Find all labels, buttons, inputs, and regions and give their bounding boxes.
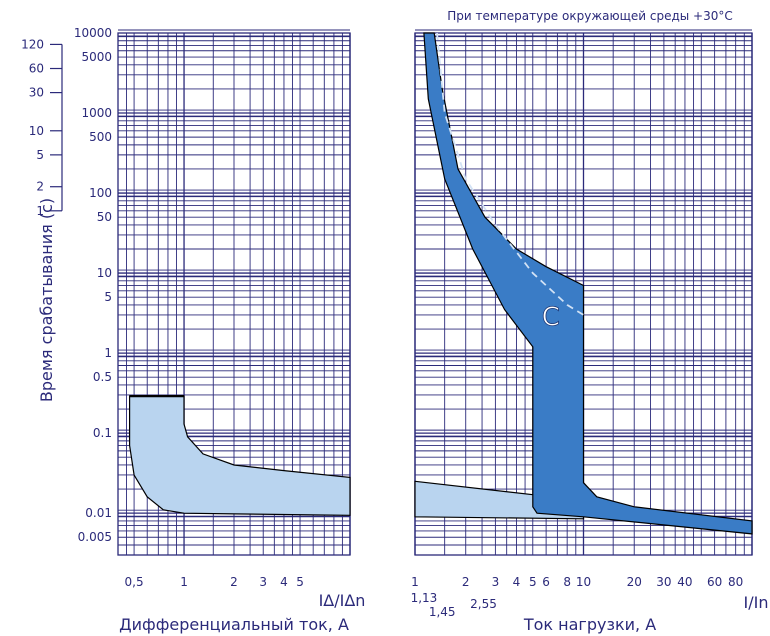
- y-tick-label: 0.1: [93, 426, 112, 440]
- right-x-axis-label: Ток нагрузки, А: [523, 615, 656, 634]
- x-tick-label: 8: [563, 575, 571, 589]
- plot-frame: [414, 32, 753, 556]
- x-tick-label: 5: [529, 575, 537, 589]
- y-tick-label: 1: [104, 346, 112, 360]
- chart-title: При температуре окружающей среды +30°С: [447, 9, 733, 23]
- y-tick-label: 50: [97, 210, 112, 224]
- x-tick-label: 20: [627, 575, 642, 589]
- y-tick-label: 5000: [81, 50, 112, 64]
- y-tick-label: 0.005: [78, 530, 112, 544]
- x-extra-tick-label: 2,55: [470, 597, 497, 611]
- plot-frame: [117, 32, 351, 556]
- x-extra-tick-label: 1,45: [429, 605, 456, 619]
- x-tick-label: 1: [411, 575, 419, 589]
- minute-tick-label: 2: [36, 180, 44, 194]
- x-tick-label: 0,5: [125, 575, 144, 589]
- nominal-curve: [436, 32, 584, 316]
- x-tick-label: 80: [728, 575, 743, 589]
- x-tick-label: 30: [656, 575, 671, 589]
- y-tick-label: 100: [89, 186, 112, 200]
- y-tick-label: 0.5: [93, 370, 112, 384]
- left-x-unit-label: IΔ/IΔn: [319, 591, 366, 610]
- x-tick-label: 10: [576, 575, 591, 589]
- x-tick-label: 40: [677, 575, 692, 589]
- x-tick-label: 3: [259, 575, 267, 589]
- rcd-trip-band: [129, 395, 351, 516]
- minute-tick-label: 60: [29, 62, 44, 76]
- minute-tick-label: 120: [21, 37, 44, 51]
- x-tick-label: 5: [296, 575, 304, 589]
- breaker-c-band: [423, 32, 753, 535]
- minute-tick-label: 10: [29, 124, 44, 138]
- minute-tick-label: 30: [29, 86, 44, 100]
- x-tick-label: 3: [492, 575, 500, 589]
- left-x-axis-label: Дифференциальный ток, А: [119, 615, 349, 634]
- x-tick-label: 60: [707, 575, 722, 589]
- rcd-trip-chart: 10000 5000 1000 500 100 50 10 5 1 0.5 0.1 0.01 0.005…: [21, 26, 351, 589]
- minute-tick-label: 1: [36, 204, 44, 218]
- curve-c-label: C: [542, 303, 560, 333]
- y-tick-label: 10000: [74, 26, 112, 40]
- x-tick-label: 2: [462, 575, 470, 589]
- y-axis-label: Время срабатывания (с): [37, 198, 56, 402]
- minute-tick-label: 5: [36, 148, 44, 162]
- x-tick-label: 1: [180, 575, 188, 589]
- breaker-trip-chart: C 1 2 3 4 5 6 8 10 20 30 40 60 80 1,131,45 2,55: [411, 29, 753, 619]
- right-x-unit-label: I/In: [744, 593, 769, 612]
- x-extra-tick-label: 1,13: [411, 591, 438, 605]
- x-tick-label: 4: [513, 575, 521, 589]
- x-tick-label: 4: [280, 575, 288, 589]
- y-tick-label: 0.01: [85, 506, 112, 520]
- y-tick-label: 500: [89, 130, 112, 144]
- x-tick-label: 2: [230, 575, 238, 589]
- y-tick-label: 5: [104, 290, 112, 304]
- y-tick-label: 1000: [81, 106, 112, 120]
- y-tick-label: 10: [97, 266, 112, 280]
- x-tick-label: 6: [542, 575, 550, 589]
